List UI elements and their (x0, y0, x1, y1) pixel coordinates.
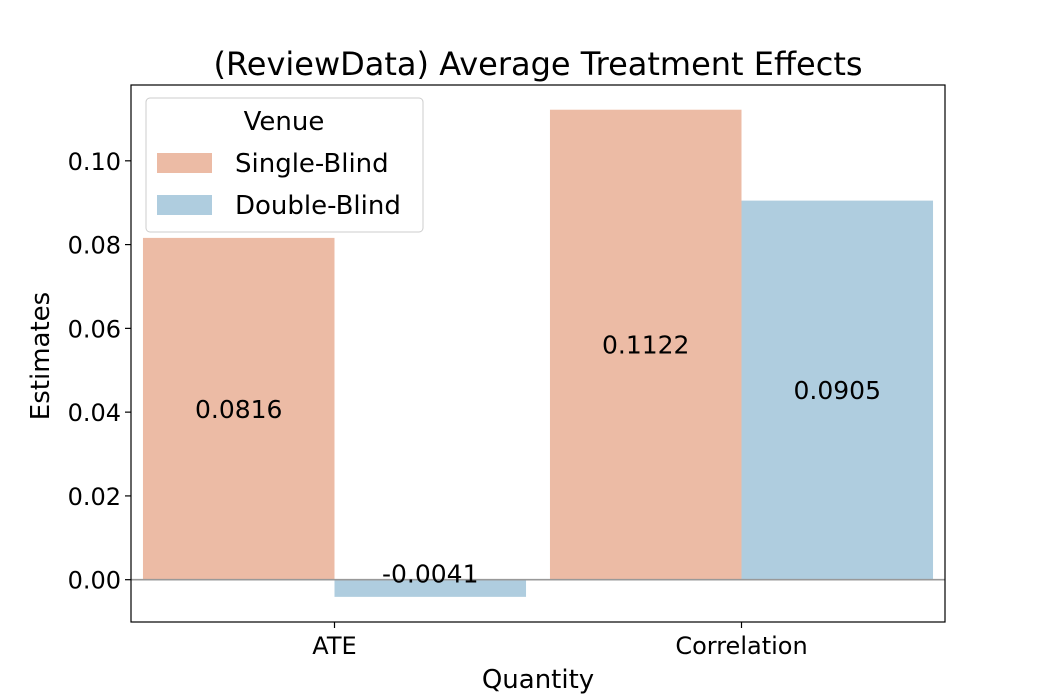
y-tick-label: 0.04 (68, 399, 121, 427)
y-axis: 0.00 0.02 0.04 0.06 0.08 0.10 (68, 148, 131, 595)
legend-title: Venue (244, 107, 325, 137)
legend-box (145, 97, 424, 233)
y-tick-label: 0.00 (68, 567, 121, 595)
x-tick-label-ate: ATE (312, 632, 356, 660)
legend-label-single-blind: Single-Blind (235, 149, 389, 179)
bar-single-blind-correlation (549, 109, 742, 580)
y-axis-label: Estimates (26, 292, 56, 420)
bar-double-blind-correlation (741, 200, 934, 580)
bar-label-single-blind-correlation: 0.1122 (602, 331, 689, 360)
bar-label-double-blind-ate: -0.0041 (382, 560, 479, 589)
legend-swatch-double-blind (157, 195, 212, 215)
y-tick-label: 0.08 (68, 232, 121, 260)
x-axis-label: Quantity (482, 665, 594, 695)
plot-frame (130, 84, 946, 623)
legend-swatch-single-blind (157, 153, 212, 173)
y-tick-label: 0.10 (68, 148, 121, 176)
bar-label-single-blind-ate: 0.0816 (195, 395, 282, 424)
y-tick-label: 0.02 (68, 483, 121, 511)
bar-double-blind-ate (334, 579, 527, 597)
y-tick-label: 0.06 (68, 315, 121, 343)
bar-label-double-blind-correlation: 0.0905 (794, 376, 881, 405)
chart-title: (ReviewData) Average Treatment Effects (213, 45, 862, 83)
x-axis: ATE Correlation (312, 622, 808, 660)
bar-single-blind-ate (142, 237, 335, 580)
plot-area: 0.0816 0.1122 -0.0041 0.0905 (131, 109, 945, 597)
x-tick-label-correlation: Correlation (675, 632, 807, 660)
legend-label-double-blind: Double-Blind (235, 191, 401, 221)
legend: Venue Single-Blind Double-Blind (145, 97, 424, 233)
